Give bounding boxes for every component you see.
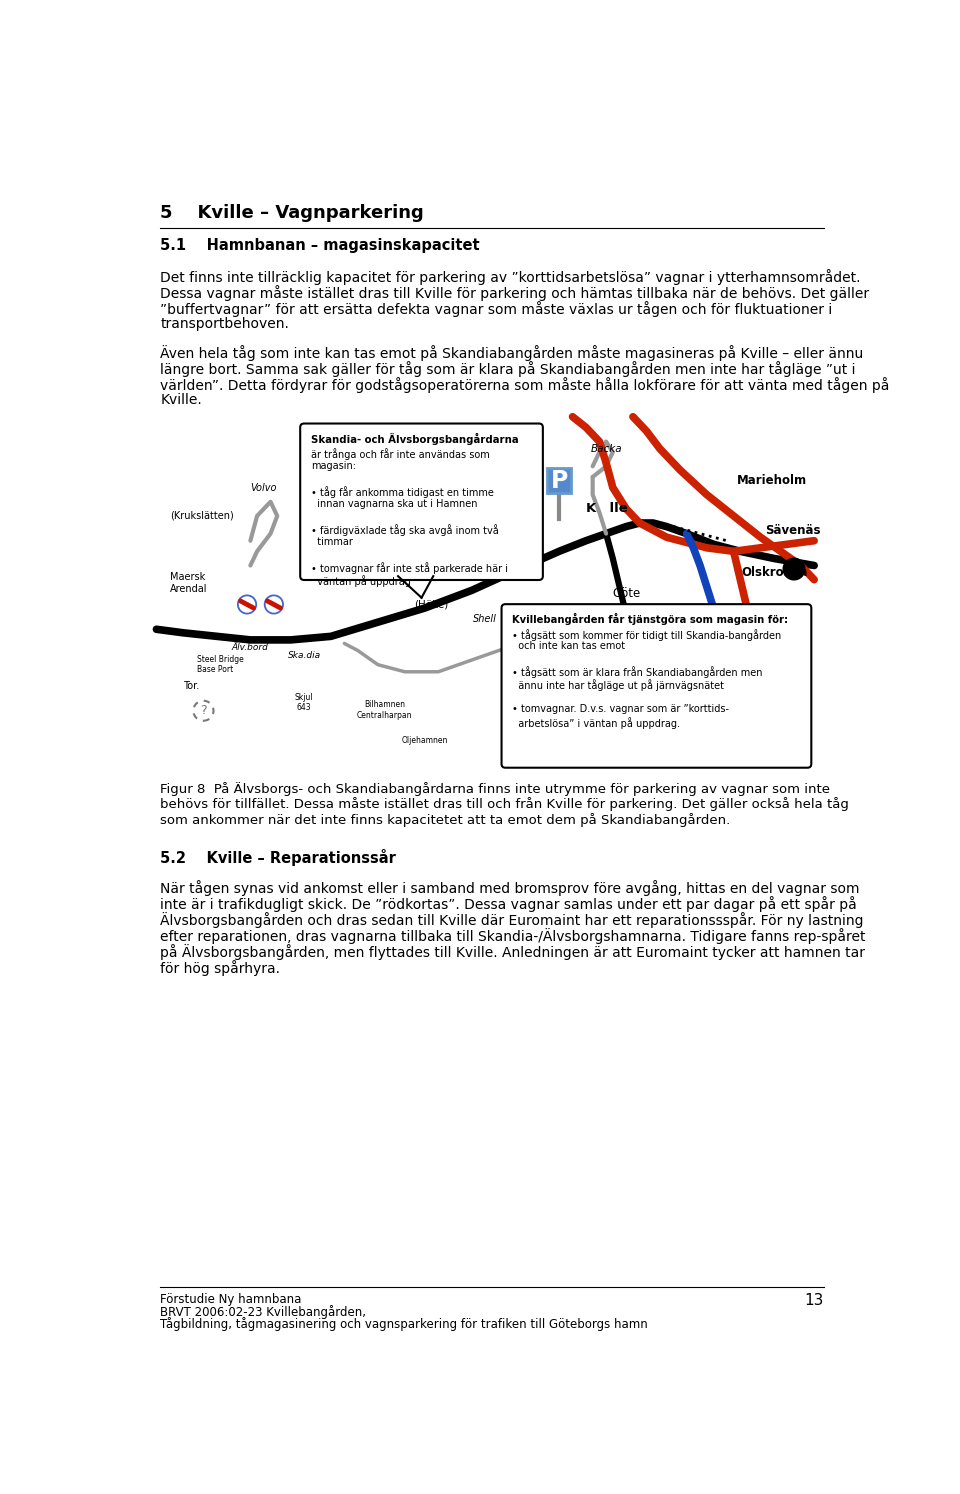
Text: När tågen synas vid ankomst eller i samband med bromsprov före avgång, hittas en: När tågen synas vid ankomst eller i samb… — [160, 880, 860, 896]
Text: Det finns inte tillräcklig kapacitet för parkering av ”korttidsarbetslösa” vagna: Det finns inte tillräcklig kapacitet för… — [160, 269, 861, 284]
Text: behövs för tillfället. Dessa måste istället dras till och från Kville för parker: behövs för tillfället. Dessa måste istäl… — [160, 798, 850, 811]
Text: 5.2    Kville – Reparationssår: 5.2 Kville – Reparationssår — [160, 849, 396, 867]
Text: K  lle: K lle — [586, 502, 628, 515]
Circle shape — [264, 595, 284, 614]
Text: Skandia- och Älvsborgsbangårdarna: Skandia- och Älvsborgsbangårdarna — [311, 433, 518, 445]
Text: Shell: Shell — [473, 614, 497, 623]
Text: Ska.dia: Ska.dia — [287, 650, 321, 659]
Text: Backa: Backa — [590, 444, 622, 454]
Text: • färdigväxlade tåg ska avgå inom två: • färdigväxlade tåg ska avgå inom två — [311, 524, 499, 536]
Text: Figur 8  På Älvsborgs- och Skandiabangårdarna finns inte utrymme för parkering a: Figur 8 På Älvsborgs- och Skandiabangård… — [160, 781, 830, 796]
Text: ännu inte har tågläge ut på järnvägsnätet: ännu inte har tågläge ut på järnvägsnäte… — [512, 678, 724, 690]
Text: 5    Kville – Vagnparkering: 5 Kville – Vagnparkering — [160, 203, 424, 223]
Text: som ankommer när det inte finns kapacitetet att ta emot dem på Skandiabangården.: som ankommer när det inte finns kapacite… — [160, 813, 731, 828]
Text: Kville.: Kville. — [160, 393, 202, 406]
Text: Dessa vagnar måste istället dras till Kville för parkering och hämtas tillbaka n: Dessa vagnar måste istället dras till Kv… — [160, 285, 870, 300]
Text: Kvillebangården får tjänstgöra som magasin för:: Kvillebangården får tjänstgöra som magas… — [512, 614, 788, 626]
Text: Maersk
Arendal: Maersk Arendal — [170, 572, 207, 595]
Text: 13: 13 — [804, 1292, 824, 1307]
Text: magasin:: magasin: — [311, 460, 356, 471]
Text: arbetslösa” i väntan på uppdrag.: arbetslösa” i väntan på uppdrag. — [512, 717, 680, 729]
Text: 5.1    Hamnbanan – magasinskapacitet: 5.1 Hamnbanan – magasinskapacitet — [160, 238, 480, 252]
Text: på Älvsborgsbangården, men flyttades till Kville. Anledningen är att Euromaint t: på Älvsborgsbangården, men flyttades til… — [160, 944, 865, 961]
Circle shape — [237, 595, 257, 614]
Text: Sävenäs: Sävenäs — [765, 523, 821, 536]
Text: Skjul
643: Skjul 643 — [295, 693, 313, 713]
Text: Förstudie Ny hamnbana: Förstudie Ny hamnbana — [160, 1292, 301, 1306]
Text: Även hela tåg som inte kan tas emot på Skandiabangården måste magasineras på Kvi: Även hela tåg som inte kan tas emot på S… — [160, 345, 864, 362]
Text: • tomvagnar får inte stå parkerade här i: • tomvagnar får inte stå parkerade här i — [311, 563, 508, 574]
FancyBboxPatch shape — [300, 423, 542, 580]
Text: • tågsätt som är klara från Skandiabangården men: • tågsätt som är klara från Skandiabangå… — [512, 666, 762, 678]
Text: världen”. Detta fördyrar för godstågsoperatörerna som måste hålla lokförare för : världen”. Detta fördyrar för godstågsope… — [160, 376, 890, 393]
Text: (Höke): (Höke) — [415, 599, 448, 610]
Text: Älvsborgsbangården och dras sedan till Kville där Euromaint har ett reparationss: Älvsborgsbangården och dras sedan till K… — [160, 911, 864, 928]
Text: ”buffertvagnar” för att ersätta defekta vagnar som måste växlas ur tågen och för: ”buffertvagnar” för att ersätta defekta … — [160, 300, 832, 317]
Text: transportbehoven.: transportbehoven. — [160, 317, 289, 330]
Text: Göte: Göte — [612, 587, 641, 601]
Text: (Krukslätten): (Krukslätten) — [170, 511, 233, 521]
Text: inte är i trafikdugligt skick. De ”rödkortas”. Dessa vagnar samlas under ett par: inte är i trafikdugligt skick. De ”rödko… — [160, 896, 857, 911]
FancyBboxPatch shape — [547, 468, 571, 493]
Text: Oljehamnen: Oljehamnen — [401, 735, 448, 744]
Text: Gubbero: Gubbero — [751, 644, 807, 657]
Text: efter reparationen, dras vagnarna tillbaka till Skandia-/Älvsborgshamnarna. Tidi: efter reparationen, dras vagnarna tillba… — [160, 928, 866, 944]
Text: Olskroken: Olskroken — [741, 566, 807, 580]
Text: och inte kan tas emot: och inte kan tas emot — [512, 641, 625, 651]
Text: väntan på uppdrag: väntan på uppdrag — [311, 575, 411, 587]
Text: Bilhamnen
Centralharpan: Bilhamnen Centralharpan — [357, 701, 413, 720]
Text: Älv.bord: Älv.bord — [232, 644, 269, 653]
Circle shape — [239, 596, 255, 613]
Text: • tomvagnar. D.v.s. vagnar som är ”korttids-: • tomvagnar. D.v.s. vagnar som är ”kortt… — [512, 704, 729, 714]
Text: Tågbildning, tågmagasinering och vagnsparkering för trafiken till Göteborgs hamn: Tågbildning, tågmagasinering och vagnspa… — [160, 1316, 648, 1331]
Text: Marieholm: Marieholm — [737, 474, 807, 487]
Text: innan vagnarna ska ut i Hamnen: innan vagnarna ska ut i Hamnen — [311, 499, 477, 509]
Text: P: P — [550, 469, 567, 493]
Circle shape — [266, 596, 282, 613]
Text: BRVT 2006:02-23 Kvillebangården,: BRVT 2006:02-23 Kvillebangården, — [160, 1304, 367, 1319]
Text: är trånga och får inte användas som: är trånga och får inte användas som — [311, 448, 490, 460]
Text: Tor.: Tor. — [183, 681, 200, 690]
Text: timmar: timmar — [311, 538, 353, 547]
Text: Pölsebo: Pölsebo — [506, 653, 545, 663]
Text: längre bort. Samma sak gäller för tåg som är klara på Skandiabangården men inte : längre bort. Samma sak gäller för tåg so… — [160, 362, 855, 376]
Text: Steel Bridge
Base Port: Steel Bridge Base Port — [197, 654, 244, 674]
Circle shape — [783, 559, 804, 580]
Text: Volvo: Volvo — [251, 483, 277, 493]
Text: • tågsätt som kommer för tidigt till Skandia-bangården: • tågsätt som kommer för tidigt till Ska… — [512, 629, 780, 641]
Text: för hög spårhyra.: för hög spårhyra. — [160, 961, 280, 976]
Text: ?: ? — [200, 704, 206, 717]
Polygon shape — [398, 577, 433, 598]
FancyBboxPatch shape — [501, 604, 811, 768]
Text: • tåg får ankomma tidigast en timme: • tåg får ankomma tidigast en timme — [311, 486, 494, 498]
